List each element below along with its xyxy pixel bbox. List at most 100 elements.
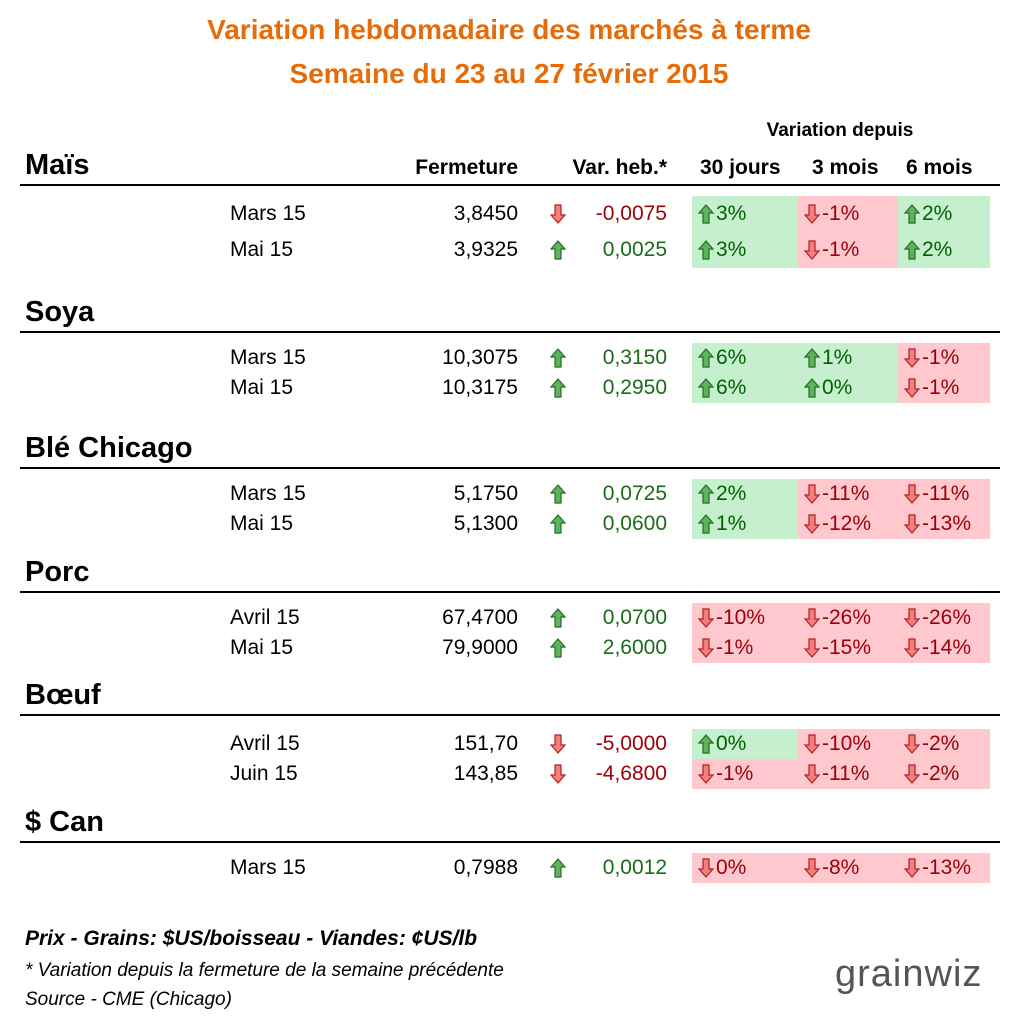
arrow bbox=[903, 484, 921, 504]
section-title: Blé Chicago bbox=[25, 432, 193, 464]
change-cell bbox=[692, 196, 798, 232]
close: 79,9000 bbox=[442, 636, 518, 659]
section-title: $ Can bbox=[25, 806, 104, 838]
change-value: 3% bbox=[716, 238, 747, 261]
change-value: -11% bbox=[822, 762, 870, 785]
change-value: -1% bbox=[922, 346, 960, 369]
separator bbox=[20, 841, 1000, 843]
title: Variation hebdomadaire des marchés à ter… bbox=[207, 14, 811, 45]
col-header: 3 mois bbox=[812, 156, 879, 179]
arrow bbox=[697, 608, 715, 628]
arrow bbox=[903, 638, 921, 658]
change-value: 0% bbox=[716, 856, 747, 879]
group-header: Variation depuis bbox=[766, 120, 914, 141]
change-value: 1% bbox=[716, 512, 747, 535]
contract: Juin 15 bbox=[230, 762, 298, 785]
change-value: -13% bbox=[922, 512, 972, 535]
close: 5,1300 bbox=[453, 512, 518, 535]
contract: Avril 15 bbox=[230, 606, 300, 629]
arrow bbox=[803, 764, 821, 784]
change-cell bbox=[692, 633, 798, 663]
units-note: Prix - Grains: $US/boisseau - Viandes: ¢… bbox=[25, 927, 478, 950]
arrow bbox=[803, 348, 821, 368]
arrow bbox=[549, 638, 567, 658]
change-value: -26% bbox=[922, 606, 972, 629]
contract: Mai 15 bbox=[230, 238, 294, 261]
contract: Mai 15 bbox=[230, 376, 294, 399]
arrow bbox=[549, 378, 567, 398]
close: 5,1750 bbox=[453, 482, 518, 505]
change-cell bbox=[692, 729, 798, 759]
col-header: 6 mois bbox=[906, 156, 973, 179]
arrow bbox=[903, 764, 921, 784]
weekly-change: -0,0075 bbox=[595, 202, 667, 225]
change-value: -14% bbox=[922, 636, 972, 659]
col-header: 30 jours bbox=[700, 156, 781, 179]
change-cell bbox=[692, 343, 798, 373]
change-value: -1% bbox=[822, 238, 860, 261]
arrow bbox=[697, 204, 715, 224]
change-value: -10% bbox=[822, 732, 872, 755]
col-header: Var. heb.* bbox=[572, 156, 667, 179]
subtitle: Semaine du 23 au 27 février 2015 bbox=[289, 58, 729, 89]
weekly-change: 0,3150 bbox=[602, 346, 667, 369]
weekly-change: 0,0025 bbox=[602, 238, 667, 261]
close: 151,70 bbox=[453, 732, 518, 755]
change-value: 3% bbox=[716, 202, 747, 225]
change-value: 6% bbox=[716, 346, 747, 369]
source: Source - CME (Chicago) bbox=[25, 989, 232, 1010]
separator bbox=[20, 467, 1000, 469]
contract: Mai 15 bbox=[230, 636, 294, 659]
change-value: 0% bbox=[716, 732, 747, 755]
change-value: -8% bbox=[822, 856, 860, 879]
arrow bbox=[803, 858, 821, 878]
weekly-change: 0,0725 bbox=[602, 482, 667, 505]
arrow bbox=[549, 608, 567, 628]
arrow bbox=[697, 764, 715, 784]
change-value: 6% bbox=[716, 376, 747, 399]
contract: Mai 15 bbox=[230, 512, 294, 535]
arrow bbox=[549, 484, 567, 504]
change-cell bbox=[692, 479, 798, 509]
arrow bbox=[903, 204, 921, 224]
arrow bbox=[697, 514, 715, 534]
arrow bbox=[803, 514, 821, 534]
arrow bbox=[549, 734, 567, 754]
change-value: 1% bbox=[822, 346, 853, 369]
weekly-change: 2,6000 bbox=[602, 636, 667, 659]
arrow bbox=[803, 484, 821, 504]
arrow bbox=[903, 608, 921, 628]
section-title: Bœuf bbox=[25, 679, 101, 711]
arrow bbox=[697, 734, 715, 754]
weekly-change: 0,2950 bbox=[602, 376, 667, 399]
arrow bbox=[697, 240, 715, 260]
change-value: -11% bbox=[822, 482, 870, 505]
footnote: * Variation depuis la fermeture de la se… bbox=[25, 960, 504, 981]
separator bbox=[20, 184, 1000, 186]
change-value: 0% bbox=[822, 376, 853, 399]
weekly-change: -5,0000 bbox=[595, 732, 667, 755]
weekly-change: 0,0600 bbox=[602, 512, 667, 535]
arrow bbox=[549, 240, 567, 260]
close: 10,3075 bbox=[442, 346, 518, 369]
change-value: -12% bbox=[822, 512, 872, 535]
separator bbox=[20, 714, 1000, 716]
change-value: -10% bbox=[716, 606, 766, 629]
close: 0,7988 bbox=[453, 856, 518, 879]
contract: Mars 15 bbox=[230, 856, 306, 879]
separator bbox=[20, 331, 1000, 333]
change-cell bbox=[692, 603, 798, 633]
arrow bbox=[903, 514, 921, 534]
arrow bbox=[697, 638, 715, 658]
change-cell bbox=[692, 232, 798, 268]
arrow bbox=[697, 484, 715, 504]
arrow bbox=[697, 378, 715, 398]
arrow bbox=[549, 204, 567, 224]
arrow bbox=[903, 378, 921, 398]
section-title: Porc bbox=[25, 556, 90, 588]
close: 3,9325 bbox=[453, 238, 518, 261]
weekly-change: 0,0700 bbox=[602, 606, 667, 629]
arrow bbox=[903, 734, 921, 754]
arrow bbox=[697, 348, 715, 368]
separator bbox=[20, 591, 1000, 593]
